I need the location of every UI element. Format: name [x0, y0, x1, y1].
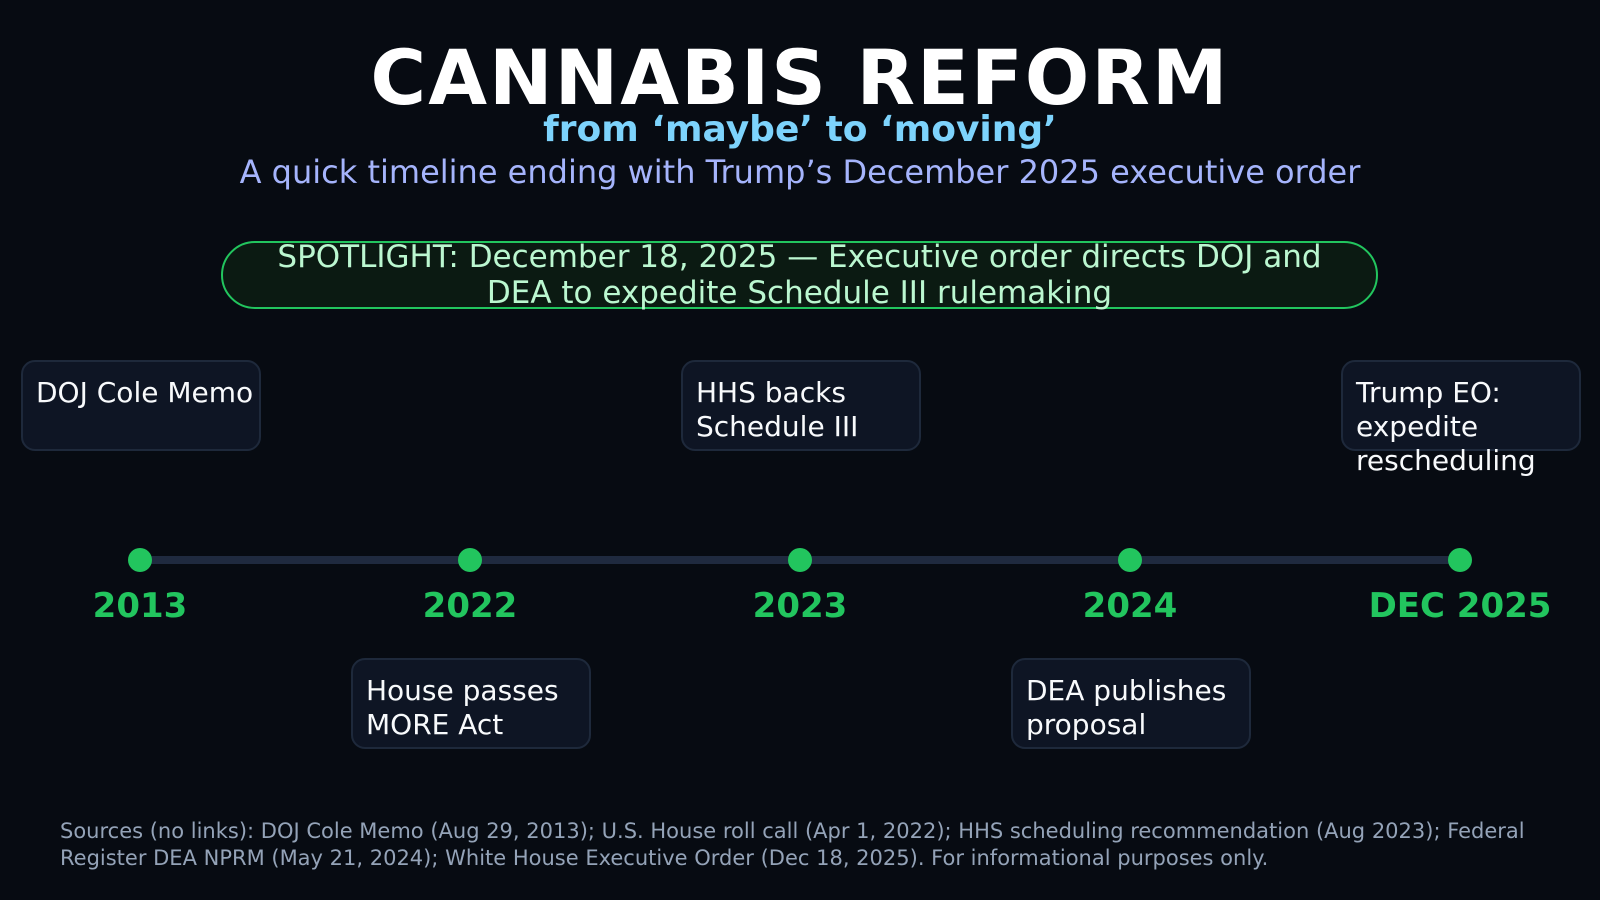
spotlight-text: SPOTLIGHT: December 18, 2025 — Executive…: [277, 239, 1322, 311]
year-label-2025: DEC 2025: [1368, 586, 1552, 626]
timeline-dot-2022: [458, 548, 482, 572]
year-label-2023: 2023: [752, 586, 848, 626]
page-title: CANNABIS REFORM: [370, 33, 1230, 122]
event-label: House passes MORE Act: [366, 674, 559, 741]
timeline-dot-2023: [788, 548, 812, 572]
timeline-dot-2025: [1448, 548, 1472, 572]
page-subtitle: from ‘maybe’ to ‘moving’: [543, 109, 1057, 150]
event-card-2013: DOJ Cole Memo: [21, 360, 261, 451]
page-tagline: A quick timeline ending with Trump’s Dec…: [239, 153, 1361, 191]
event-card-2025: Trump EO: expedite rescheduling: [1341, 360, 1581, 477]
spotlight-banner: SPOTLIGHT: December 18, 2025 — Executive…: [221, 239, 1378, 311]
event-card-2022: House passes MORE Act: [351, 658, 591, 749]
event-label: DOJ Cole Memo: [36, 376, 254, 409]
sources-footnote: Sources (no links): DOJ Cole Memo (Aug 2…: [60, 819, 1525, 870]
event-label: HHS backs Schedule III: [696, 376, 859, 443]
year-label-2013: 2013: [92, 586, 188, 626]
year-label-2022: 2022: [422, 586, 518, 626]
year-label-2024: 2024: [1082, 586, 1178, 626]
event-card-2023: HHS backs Schedule III: [681, 360, 921, 451]
event-label: Trump EO: expedite rescheduling: [1356, 376, 1536, 477]
event-card-2024: DEA publishes proposal: [1011, 658, 1251, 749]
timeline-dot-2024: [1118, 548, 1142, 572]
event-label: DEA publishes proposal: [1026, 674, 1227, 741]
timeline-dot-2013: [128, 548, 152, 572]
